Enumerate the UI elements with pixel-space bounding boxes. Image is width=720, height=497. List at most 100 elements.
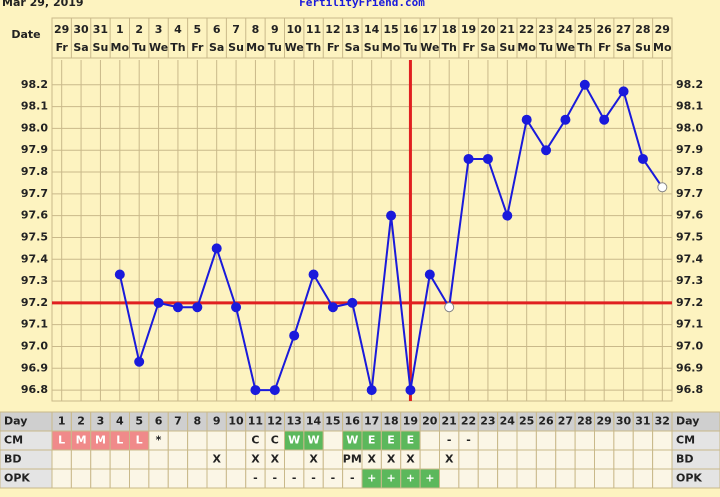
cell-text: 20	[422, 415, 438, 428]
weekday-label: Sa	[73, 41, 88, 54]
cell-text: X	[251, 453, 260, 466]
temperature-point	[327, 302, 338, 313]
table-cell	[148, 449, 169, 470]
cell-text: +	[367, 472, 376, 485]
date-label: 7	[232, 23, 240, 36]
table-cell	[516, 468, 537, 489]
weekday-label: Mo	[517, 41, 536, 54]
temperature-point	[386, 210, 397, 221]
cell-text: E	[368, 434, 376, 447]
temperature-point	[308, 269, 319, 280]
cell-text: -	[253, 472, 258, 485]
weekday-label: Th	[442, 41, 457, 54]
temperature-point	[618, 86, 629, 97]
table-cell	[574, 430, 595, 451]
table-cell	[187, 430, 208, 451]
cell-text: 18	[383, 415, 398, 428]
y-tick-label: 98.0	[21, 121, 48, 134]
table-cell	[652, 430, 673, 451]
cell-text: 6	[155, 415, 163, 428]
table-cell	[129, 449, 150, 470]
temperature-point	[657, 182, 668, 193]
cell-text: 8	[193, 415, 201, 428]
table-cell	[477, 449, 499, 470]
weekday-label: Fr	[191, 41, 204, 54]
cell-text: -	[273, 472, 278, 485]
cell-text: -	[331, 472, 336, 485]
table-cell	[129, 468, 150, 489]
table-cell	[458, 468, 479, 489]
table-cell	[109, 449, 130, 470]
temperature-point	[134, 356, 145, 367]
table-cell	[477, 430, 499, 451]
date-label: 4	[174, 23, 182, 36]
cell-text: 2	[77, 415, 85, 428]
table-cell	[439, 468, 460, 489]
cell-text: 4	[116, 415, 124, 428]
y-tick-label-right: 98.0	[676, 121, 703, 134]
cell-text: 12	[267, 415, 282, 428]
date-label: 23	[538, 23, 553, 36]
cell-text: -	[292, 472, 297, 485]
y-tick-label: 97.2	[21, 296, 48, 309]
cell-text: -	[447, 434, 452, 447]
temperature-point	[521, 114, 532, 125]
date-label: 28	[635, 23, 650, 36]
temperature-point	[211, 243, 222, 254]
table-cell	[225, 449, 247, 470]
table-cell	[90, 449, 111, 470]
table-cell	[322, 449, 344, 470]
site-name: FertilityFriend.com	[299, 0, 425, 9]
table-cell	[206, 430, 227, 451]
temperature-point	[560, 114, 571, 125]
temperature-point	[231, 302, 242, 313]
date-label: 22	[519, 23, 534, 36]
cell-text: 13	[287, 415, 302, 428]
table-cell	[70, 468, 92, 489]
table-cell	[167, 449, 189, 470]
table-cell	[70, 449, 92, 470]
table-cell	[458, 449, 479, 470]
cell-text: 30	[616, 415, 632, 428]
weekday-label: Tu	[132, 41, 146, 54]
table-cell	[225, 468, 247, 489]
date-label: 21	[500, 23, 515, 36]
table-cell	[90, 468, 111, 489]
weekday-label: Fr	[598, 41, 611, 54]
temperature-point	[269, 385, 280, 396]
cell-text: M	[95, 434, 106, 447]
cell-text: E	[407, 434, 415, 447]
weekday-label: Tu	[539, 41, 553, 54]
row-label-right: Day	[676, 415, 699, 428]
weekday-label: Tu	[268, 41, 282, 54]
table-cell	[555, 468, 576, 489]
date-label: 29	[54, 23, 69, 36]
weekday-label: Mo	[111, 41, 130, 54]
table-cell	[497, 468, 518, 489]
date-label: 16	[403, 23, 419, 36]
y-tick-label: 97.6	[21, 209, 48, 222]
cell-text: L	[116, 434, 123, 447]
y-tick-label: 97.0	[21, 339, 48, 352]
y-tick-label: 97.4	[21, 252, 48, 265]
cell-text: C	[251, 434, 259, 447]
weekday-label: Tu	[403, 41, 417, 54]
cell-text: 21	[442, 415, 457, 428]
cell-text: +	[406, 472, 415, 485]
cell-text: +	[425, 472, 434, 485]
cell-text: 7	[174, 415, 182, 428]
date-label: Date	[11, 28, 40, 41]
date-label: 24	[558, 23, 574, 36]
table-cell	[632, 449, 654, 470]
cell-text: 32	[655, 415, 670, 428]
table-cell	[613, 468, 634, 489]
row-label-right: BD	[676, 453, 694, 466]
temperature-point	[637, 153, 648, 164]
date-label: 6	[213, 23, 221, 36]
cell-text: L	[136, 434, 143, 447]
table-cell	[632, 468, 654, 489]
weekday-label: Sa	[616, 41, 631, 54]
date-label: 2	[135, 23, 143, 36]
weekday-label: We	[149, 41, 168, 54]
row-label: Day	[4, 415, 27, 428]
